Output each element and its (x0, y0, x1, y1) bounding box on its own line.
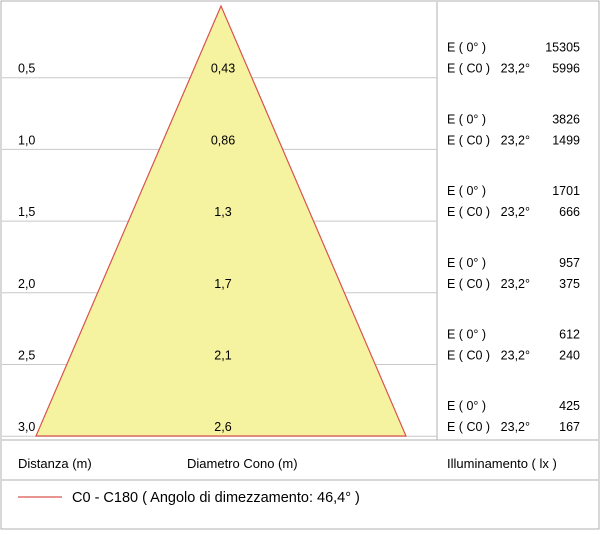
cone-diameter-value: 2,6 (214, 420, 231, 434)
e0-label: E ( 0° ) (447, 184, 486, 198)
e0-label: E ( 0° ) (447, 399, 486, 413)
table-row: 3,0 2,6 E ( 0° ) 425 E ( C0 ) 23,2° 167 (18, 399, 580, 434)
illuminance-header: Illuminamento ( lx ) (447, 456, 557, 471)
half-angle-value: 23,2° (501, 62, 530, 76)
distance-value: 1,0 (18, 133, 35, 147)
distance-value: 3,0 (18, 420, 35, 434)
table-row: 2,0 1,7 E ( 0° ) 957 E ( C0 ) 23,2° 375 (18, 256, 580, 291)
half-angle-value: 23,2° (501, 133, 530, 147)
light-cone (35, 4, 407, 437)
ec0-label: E ( C0 ) (447, 133, 490, 147)
cone-diameter-value: 0,43 (211, 62, 235, 76)
ec0-label: E ( C0 ) (447, 205, 490, 219)
e0-value: 15305 (545, 41, 580, 55)
e0-label: E ( 0° ) (447, 112, 486, 126)
e0-value: 957 (559, 256, 580, 270)
distance-value: 1,5 (18, 205, 35, 219)
e0-label: E ( 0° ) (447, 256, 486, 270)
table-row: 2,5 2,1 E ( 0° ) 612 E ( C0 ) 23,2° 240 (18, 328, 580, 363)
e0-value: 3826 (552, 112, 580, 126)
half-angle-value: 23,2° (501, 349, 530, 363)
ec0-value: 167 (559, 420, 580, 434)
table-row: 1,5 1,3 E ( 0° ) 1701 E ( C0 ) 23,2° 666 (18, 184, 580, 219)
ec0-label: E ( C0 ) (447, 420, 490, 434)
legend-label: C0 - C180 ( Angolo di dimezzamento: 46,4… (72, 490, 360, 506)
table-row: 0,5 0,43 E ( 0° ) 15305 E ( C0 ) 23,2° 5996 (18, 41, 580, 76)
ec0-value: 666 (559, 205, 580, 219)
half-angle-value: 23,2° (501, 420, 530, 434)
ec0-label: E ( C0 ) (447, 62, 490, 76)
ec0-value: 1499 (552, 133, 580, 147)
distance-header: Distanza (m) (18, 456, 92, 471)
ec0-value: 375 (559, 277, 580, 291)
half-angle-value: 23,2° (501, 205, 530, 219)
table-row: 1,0 0,86 E ( 0° ) 3826 E ( C0 ) 23,2° 1499 (18, 112, 580, 147)
cone-diameter-value: 2,1 (214, 349, 231, 363)
ec0-value: 5996 (552, 62, 580, 76)
ec0-label: E ( C0 ) (447, 349, 490, 363)
half-angle-value: 23,2° (501, 277, 530, 291)
e0-value: 612 (559, 328, 580, 342)
diameter-header: Diametro Cono (m) (187, 456, 298, 471)
distance-value: 0,5 (18, 62, 35, 76)
ec0-value: 240 (559, 349, 580, 363)
cone-diameter-value: 1,7 (214, 277, 231, 291)
e0-value: 425 (559, 399, 580, 413)
cone-diameter-value: 1,3 (214, 205, 231, 219)
e0-label: E ( 0° ) (447, 41, 486, 55)
cone-diameter-value: 0,86 (211, 133, 235, 147)
ec0-label: E ( C0 ) (447, 277, 490, 291)
distance-value: 2,0 (18, 277, 35, 291)
e0-label: E ( 0° ) (447, 328, 486, 342)
e0-value: 1701 (552, 184, 580, 198)
data-rows: 0,5 0,43 E ( 0° ) 15305 E ( C0 ) 23,2° 5996 1,0… (18, 41, 580, 435)
distance-value: 2,5 (18, 349, 35, 363)
